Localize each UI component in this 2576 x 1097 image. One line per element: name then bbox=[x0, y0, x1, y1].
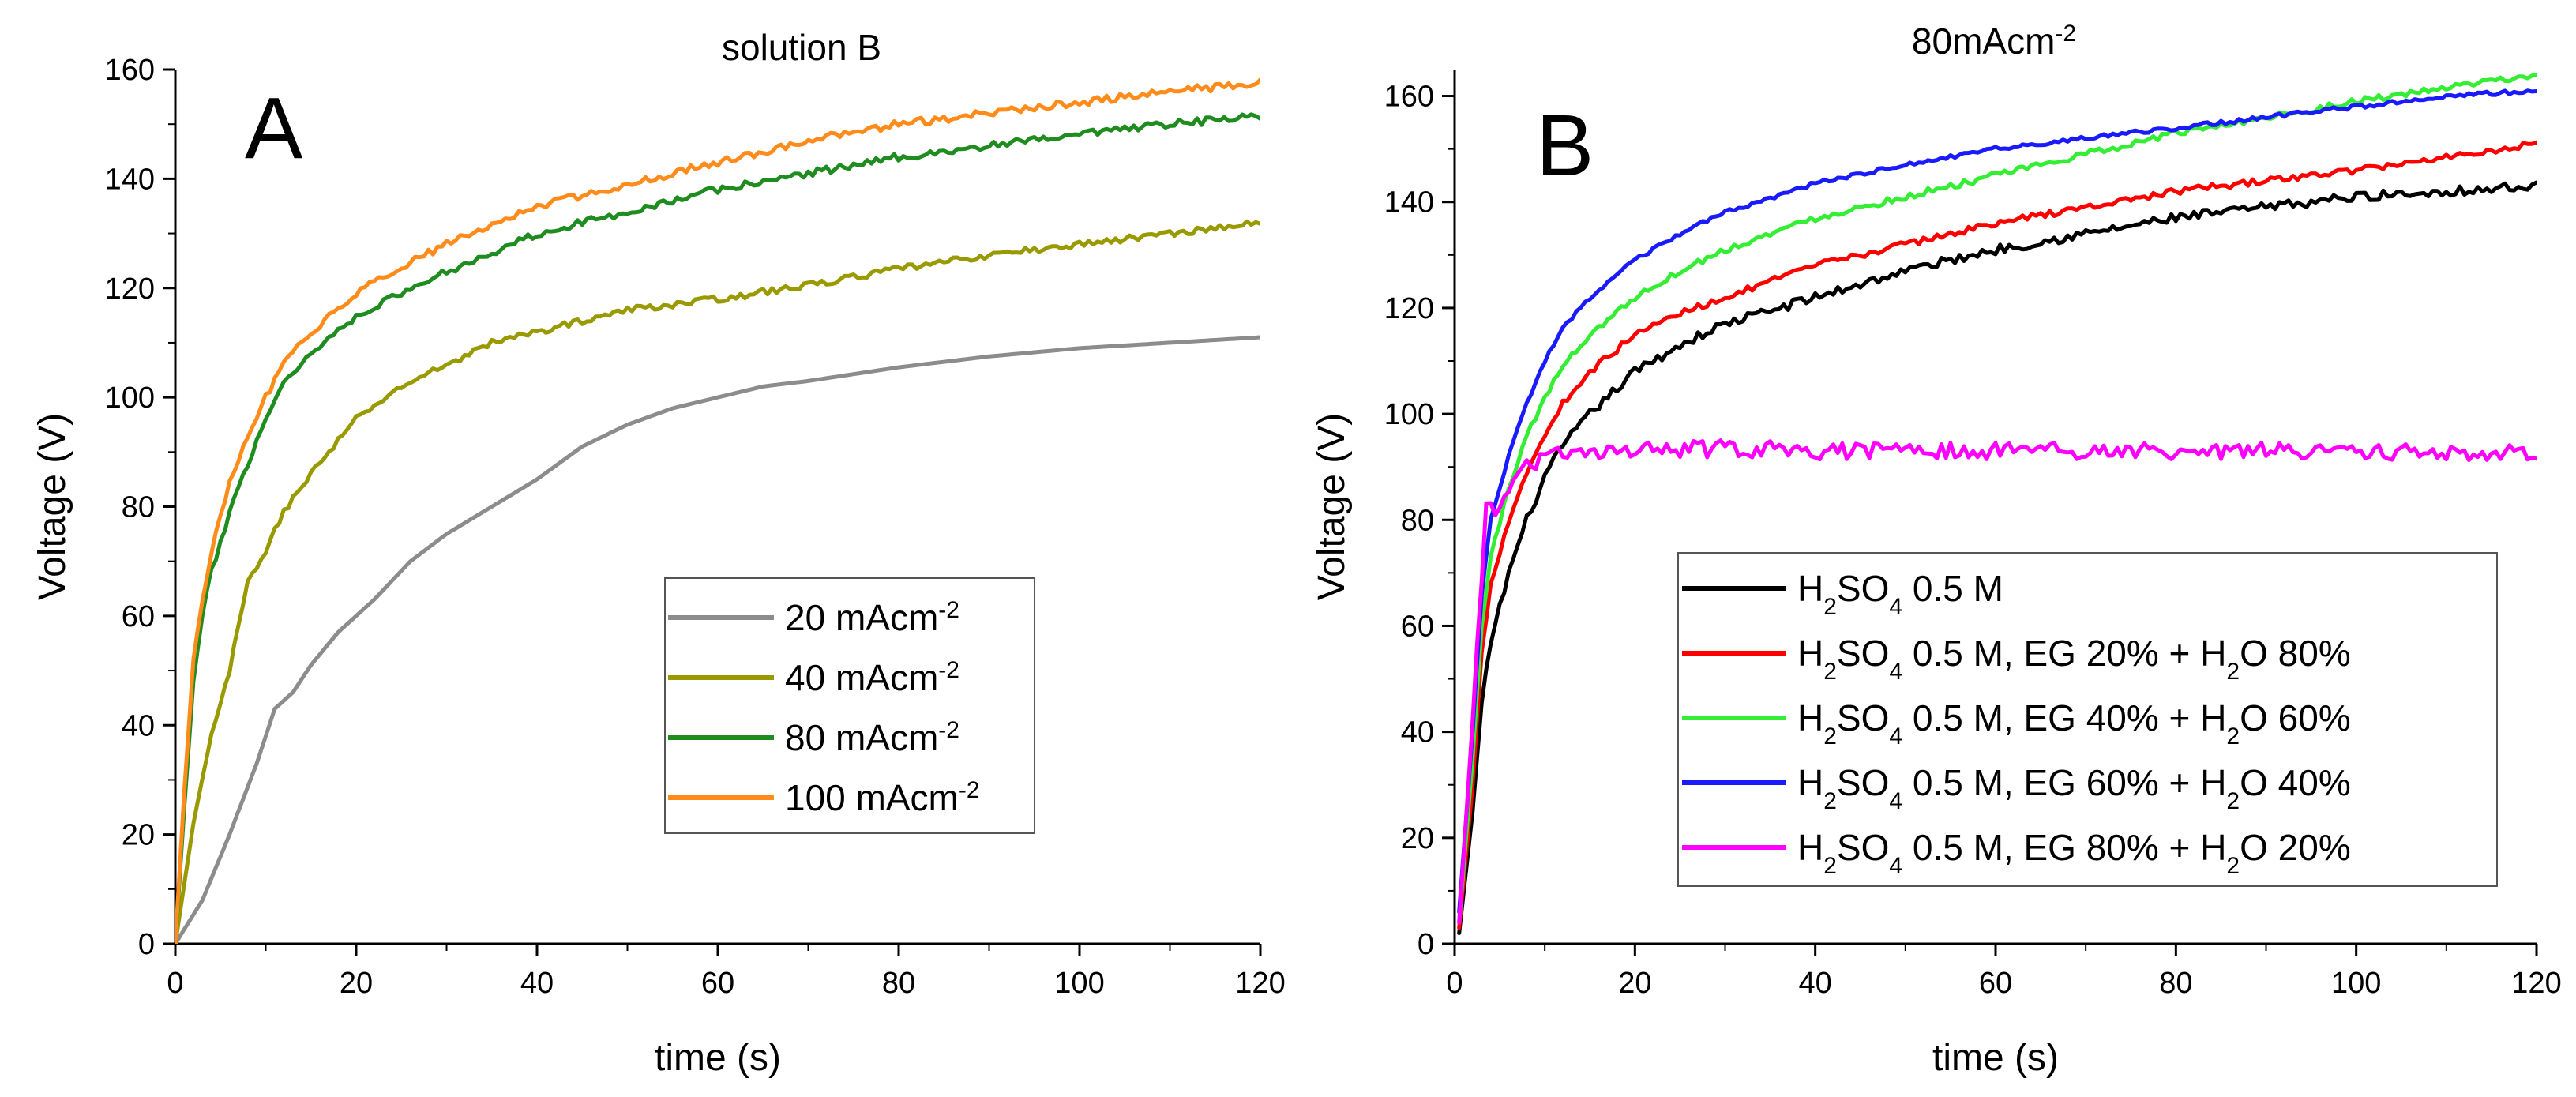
y-tick-label: 120 bbox=[1384, 292, 1434, 325]
y-tick-label: 80 bbox=[1401, 504, 1434, 537]
y-axis-title: Voltage (V) bbox=[32, 413, 73, 600]
chart-title: 80mAcm-2 bbox=[1912, 21, 2076, 62]
legend-box bbox=[1677, 552, 2498, 887]
x-tick-label: 120 bbox=[1235, 967, 1285, 1000]
x-tick-label: 80 bbox=[882, 967, 915, 1000]
x-tick-label: 60 bbox=[701, 967, 734, 1000]
series-line-4 bbox=[175, 77, 1260, 944]
series-line-1 bbox=[175, 335, 1260, 944]
chart-title: solution B bbox=[722, 27, 881, 68]
y-tick-label: 100 bbox=[1384, 398, 1434, 431]
y-tick-label: 140 bbox=[105, 163, 155, 196]
series-line-1 bbox=[1457, 180, 2537, 936]
x-tick-label: 80 bbox=[2159, 967, 2192, 1000]
legend-entry: H2SO4 0.5 M, EG 40% + H2O 60% bbox=[1797, 697, 2351, 749]
x-tick-label: 120 bbox=[2511, 967, 2561, 1000]
legend-entry: 80 mAcm-2 bbox=[785, 717, 959, 759]
x-tick-label: 40 bbox=[520, 967, 554, 1000]
x-tick-label: 100 bbox=[1054, 967, 1104, 1000]
y-tick-label: 0 bbox=[1418, 928, 1434, 961]
legend-entry: H2SO4 0.5 M bbox=[1797, 568, 2003, 620]
series-line-3 bbox=[175, 112, 1260, 944]
series-line-2 bbox=[175, 219, 1260, 944]
x-tick-label: 40 bbox=[1799, 967, 1832, 1000]
y-tick-label: 20 bbox=[1401, 822, 1434, 855]
x-tick-label: 20 bbox=[1618, 967, 1651, 1000]
chart-panel-a: 0 20 40 60 80 100 120 0 20 40 60 80 100 120 140 160 time… bbox=[32, 27, 1286, 1079]
x-axis-title: time (s) bbox=[1932, 1037, 2059, 1079]
series-group bbox=[1457, 72, 2537, 936]
y-tick-label: 0 bbox=[138, 928, 155, 961]
x-tick-label: 0 bbox=[1446, 967, 1463, 1000]
chart-panel-b: 0 20 40 60 80 100 120 0 20 40 60 80 100 120 140 160 time… bbox=[1311, 21, 2562, 1080]
x-tick-label: 0 bbox=[167, 967, 183, 1000]
y-tick-label: 40 bbox=[1401, 716, 1434, 749]
legend-entry: 40 mAcm-2 bbox=[785, 657, 959, 699]
legend-entry: H2SO4 0.5 M, EG 60% + H2O 40% bbox=[1797, 762, 2351, 814]
y-tick-label: 40 bbox=[122, 709, 155, 742]
y-tick-label: 80 bbox=[122, 491, 155, 524]
series-line-5 bbox=[1457, 438, 2537, 925]
legend: H2SO4 0.5 M H2SO4 0.5 M, EG 20% + H2O 80%… bbox=[1677, 552, 2498, 887]
legend-box bbox=[664, 577, 1035, 834]
legend-entry: 20 mAcm-2 bbox=[785, 597, 959, 639]
series-group bbox=[175, 77, 1260, 944]
y-axis-title: Voltage (V) bbox=[1311, 413, 1353, 600]
x-tick-label: 60 bbox=[1979, 967, 2012, 1000]
y-tick-label: 120 bbox=[105, 272, 155, 306]
y-tick-label: 60 bbox=[122, 600, 155, 633]
legend-entry: 100 mAcm-2 bbox=[785, 777, 980, 819]
x-tick-label: 100 bbox=[2331, 967, 2381, 1000]
series-line-2 bbox=[1457, 140, 2537, 930]
x-tick-label: 20 bbox=[340, 967, 373, 1000]
y-tick-label: 140 bbox=[1384, 186, 1434, 220]
y-tick-label: 20 bbox=[122, 819, 155, 852]
legend-entry: H2SO4 0.5 M, EG 20% + H2O 80% bbox=[1797, 633, 2351, 685]
panel-label: A bbox=[245, 80, 303, 177]
panel-label: B bbox=[1536, 97, 1594, 194]
x-axis-title: time (s) bbox=[655, 1037, 781, 1079]
legend: 20 mAcm-2 40 mAcm-2 80 mAcm-2 100 mAcm-2 bbox=[664, 577, 1035, 834]
series-line-4 bbox=[1457, 88, 2537, 915]
y-tick-label: 160 bbox=[1384, 81, 1434, 114]
y-tick-label: 160 bbox=[105, 54, 155, 87]
legend-entry: H2SO4 0.5 M, EG 80% + H2O 20% bbox=[1797, 827, 2351, 879]
y-tick-label: 100 bbox=[105, 381, 155, 415]
y-tick-label: 60 bbox=[1401, 610, 1434, 643]
